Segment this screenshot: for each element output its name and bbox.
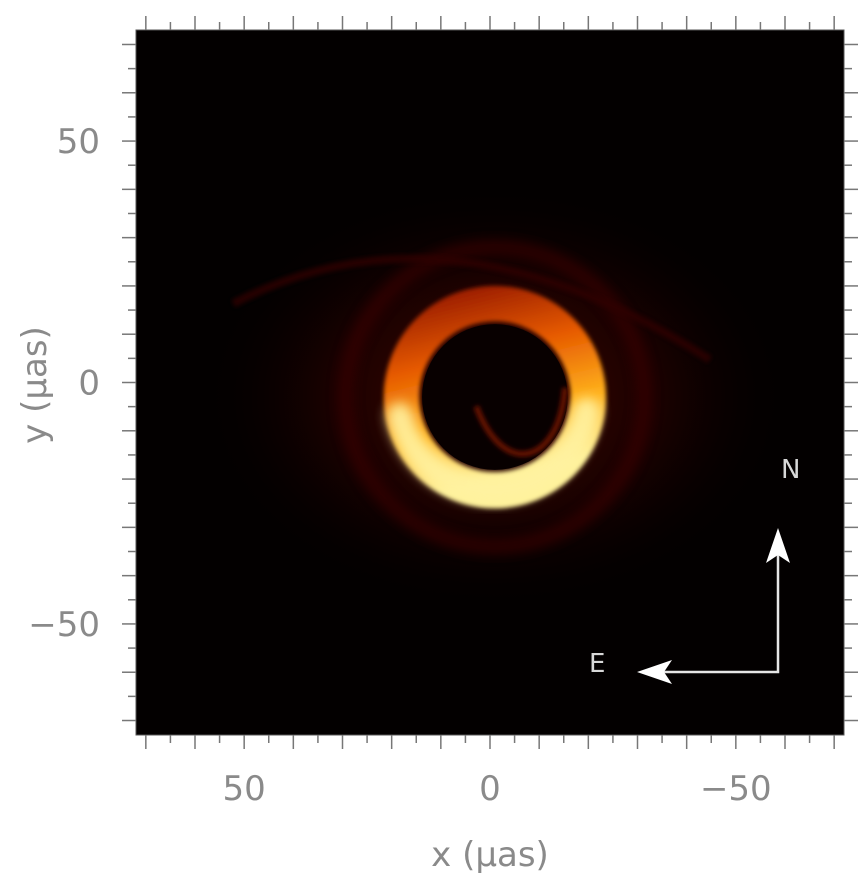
x-axis-title: x (μas) — [431, 835, 549, 873]
x-axis-tick-labels: 50 0 −50 — [223, 769, 772, 809]
x-tick-label: −50 — [700, 769, 772, 809]
y-tick-label: −50 — [28, 605, 100, 645]
compass: N E — [589, 455, 800, 684]
x-tick-label: 0 — [479, 769, 501, 809]
y-axis-ticks — [122, 43, 858, 722]
inner-swirl — [473, 387, 568, 457]
faint-outer-arc — [231, 254, 712, 363]
outer-glow-ring — [338, 240, 652, 554]
east-label: E — [589, 649, 605, 679]
y-axis-title: y (μas) — [15, 326, 55, 444]
y-tick-label: 0 — [78, 364, 100, 404]
x-axis-ticks — [145, 16, 835, 749]
north-label: N — [781, 455, 800, 485]
emission-image — [195, 182, 794, 612]
bright-lower-arc — [386, 397, 600, 504]
north-arrowhead — [766, 528, 790, 563]
y-tick-label: 50 — [57, 122, 100, 162]
x-tick-label: 50 — [223, 769, 266, 809]
compass-lines — [664, 548, 780, 674]
east-arrowhead — [637, 660, 672, 684]
y-axis-tick-labels: 50 0 −50 — [28, 122, 100, 645]
shadow-interior — [422, 324, 568, 470]
